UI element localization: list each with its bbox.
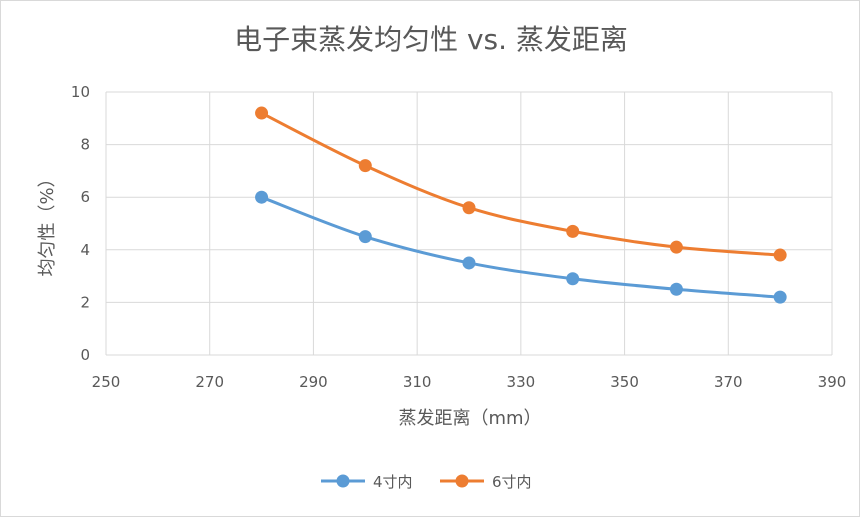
data-point — [773, 290, 787, 304]
x-tick-label: 370 — [714, 373, 743, 391]
series-line-1 — [260, 195, 782, 299]
data-point — [462, 201, 476, 215]
axes: 250 270 290 310 330 350 370 390 0 2 4 6 8 10 — [71, 83, 846, 391]
chart-title: 电子束蒸发均匀性 vs. 蒸发距离 — [234, 23, 628, 56]
x-tick-label: 350 — [610, 373, 639, 391]
data-point — [255, 106, 269, 120]
x-axis-title: 蒸发距离（mm） — [398, 408, 541, 429]
data-point — [358, 230, 372, 244]
data-point — [669, 282, 683, 296]
grid — [105, 91, 833, 356]
legend-label-1: 4寸内 — [373, 473, 413, 491]
data-point — [255, 190, 269, 204]
data-point — [773, 248, 787, 262]
data-point — [669, 240, 683, 254]
x-tick-label: 250 — [92, 373, 121, 391]
x-tick-label: 270 — [195, 373, 224, 391]
data-point — [462, 256, 476, 270]
x-tick-label: 290 — [299, 373, 328, 391]
x-tick-label: 310 — [403, 373, 432, 391]
y-tick-label: 4 — [80, 241, 90, 259]
legend-label-2: 6寸内 — [492, 473, 532, 491]
plot-series — [255, 106, 787, 304]
legend-marker-1 — [336, 474, 350, 488]
y-tick-label: 0 — [80, 346, 90, 364]
y-axis-title: 均匀性（%） — [37, 169, 58, 276]
legend: 4寸内 6寸内 — [321, 473, 532, 491]
y-tick-label: 8 — [80, 136, 90, 154]
x-tick-label: 330 — [507, 373, 536, 391]
data-point — [566, 272, 580, 286]
series-line-2 — [260, 111, 782, 257]
data-point — [358, 159, 372, 173]
legend-marker-2 — [455, 474, 469, 488]
x-tick-label: 390 — [818, 373, 847, 391]
data-point — [566, 224, 580, 238]
y-tick-label: 10 — [71, 83, 90, 101]
y-tick-label: 6 — [80, 188, 90, 206]
y-tick-label: 2 — [80, 293, 90, 311]
